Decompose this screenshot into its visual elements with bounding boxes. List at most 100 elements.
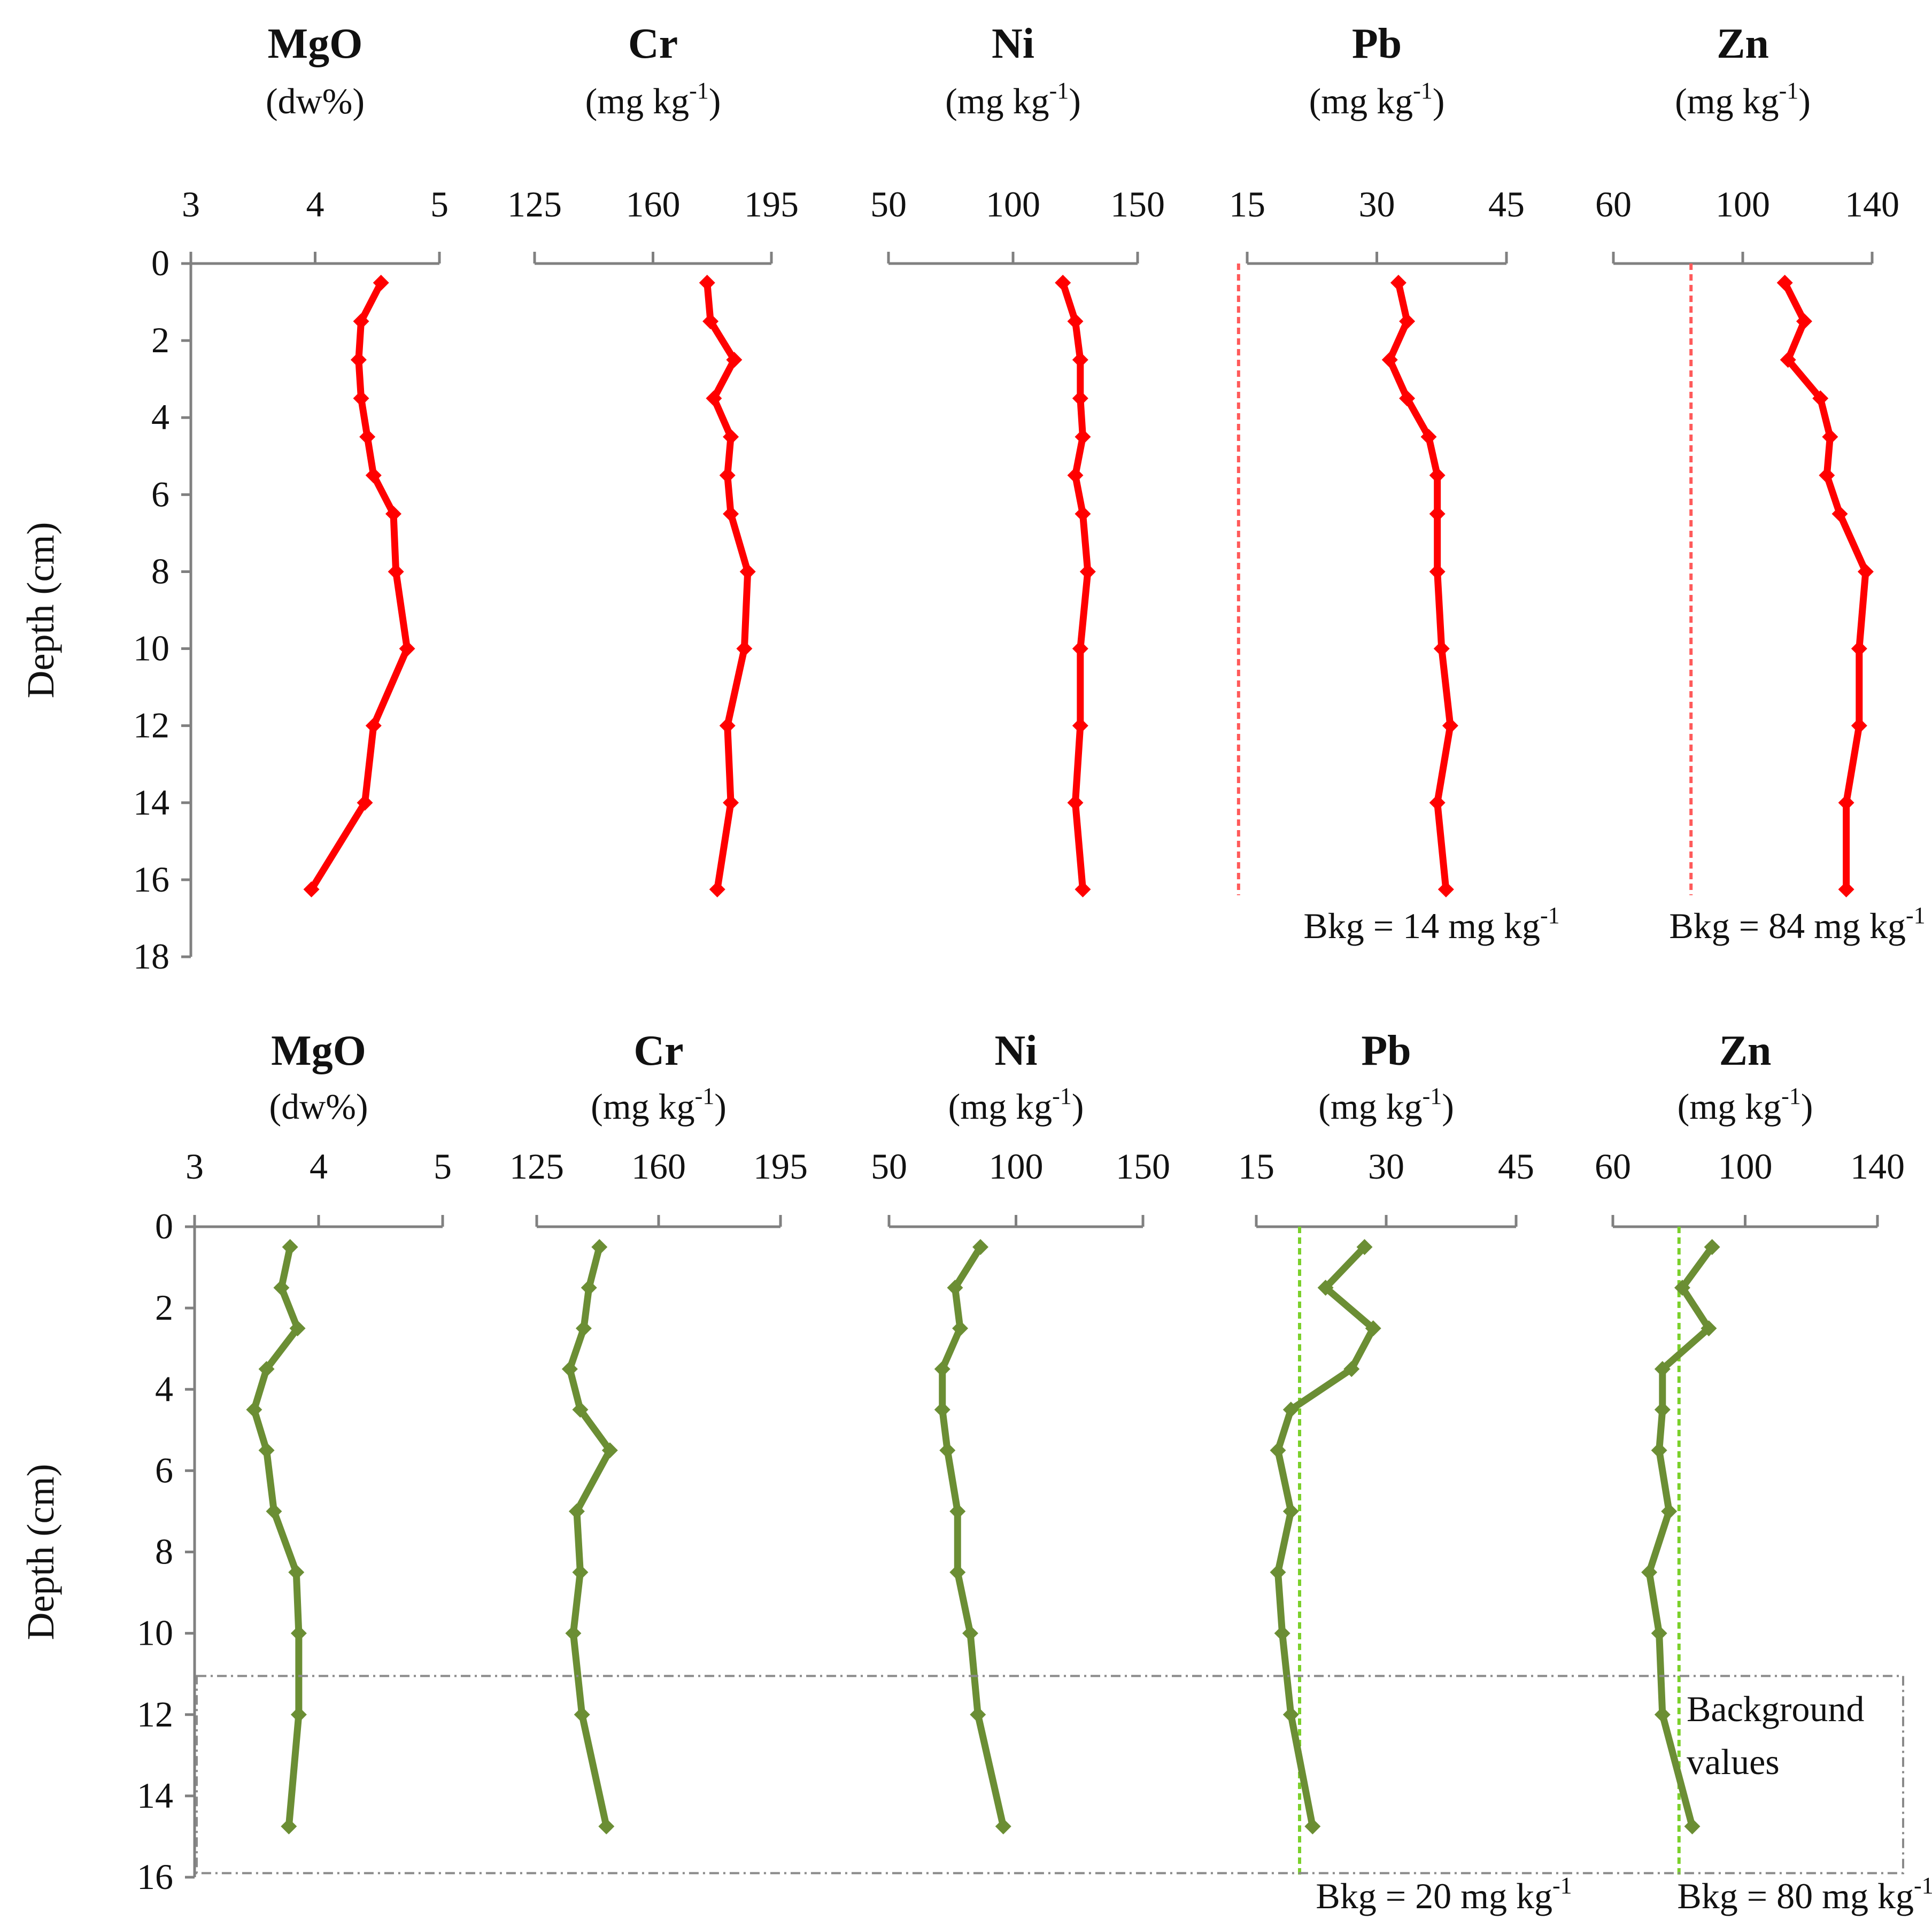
- x-tick-label: 160: [631, 1146, 686, 1187]
- unit-superscript: -1: [1413, 78, 1433, 104]
- data-point: [1282, 1706, 1299, 1723]
- data-point: [1433, 640, 1450, 657]
- data-point: [290, 1706, 307, 1723]
- x-tick-label: 195: [753, 1146, 808, 1187]
- x-tick-label: 45: [1488, 184, 1525, 224]
- data-point: [699, 275, 715, 291]
- data-point: [1075, 881, 1091, 897]
- x-tick-label: 125: [509, 1146, 564, 1187]
- panel-title: Zn: [1717, 20, 1769, 67]
- data-point: [1420, 429, 1437, 445]
- data-series-line: [939, 1243, 1007, 1830]
- data-point: [1317, 1280, 1334, 1296]
- data-point: [281, 1818, 297, 1834]
- data-point: [739, 563, 756, 580]
- panel-unit: (mg kg-1): [948, 1083, 1084, 1127]
- data-point: [719, 467, 736, 484]
- unit-text: (mg kg: [591, 1086, 695, 1127]
- x-tick-label: 4: [310, 1146, 328, 1187]
- x-tick-label: 50: [870, 184, 907, 224]
- data-point: [1857, 563, 1874, 580]
- y-tick-label: 6: [155, 1450, 173, 1490]
- background-label-text: Bkg = 84 mg kg: [1669, 905, 1906, 946]
- x-tick-label: 60: [1595, 1146, 1631, 1187]
- x-tick-label: 30: [1359, 184, 1395, 224]
- data-point: [1661, 1503, 1678, 1520]
- data-point: [1780, 352, 1796, 368]
- y-tick-label: 12: [137, 1694, 173, 1735]
- data-point: [289, 1320, 306, 1337]
- data-point: [572, 1402, 589, 1418]
- data-point: [1072, 640, 1088, 657]
- y-tick-label: 10: [137, 1613, 173, 1653]
- data-point: [1055, 275, 1071, 291]
- unit-text: (mg kg: [1309, 81, 1413, 121]
- data-point: [1704, 1239, 1720, 1256]
- data-point: [601, 1442, 618, 1459]
- background-label-text: Bkg = 14 mg kg: [1303, 905, 1540, 946]
- background-label: Bkg = 20 mg kg-1: [1316, 1872, 1572, 1916]
- data-point: [359, 429, 376, 445]
- data-point: [1654, 1361, 1671, 1377]
- data-point: [1651, 1625, 1667, 1641]
- data-point: [1701, 1320, 1717, 1337]
- x-tick-label: 5: [434, 1146, 452, 1187]
- y-tick-label: 12: [133, 705, 169, 746]
- data-series-line: [308, 279, 411, 893]
- data-point: [1831, 506, 1848, 522]
- panel-unit: (dw%): [269, 1086, 368, 1127]
- data-point: [1067, 313, 1084, 330]
- data-point: [1822, 429, 1838, 445]
- data-point: [388, 563, 404, 580]
- unit-text: (dw%): [269, 1086, 368, 1127]
- data-point: [1365, 1320, 1381, 1337]
- y-tick-label: 10: [133, 628, 169, 669]
- data-point: [282, 1239, 298, 1256]
- data-point: [1072, 352, 1088, 368]
- background-box-label-line2: values: [1687, 1741, 1780, 1782]
- data-point: [303, 881, 320, 897]
- unit-text: (mg kg: [945, 81, 1049, 121]
- unit-superscript: -1: [1779, 78, 1799, 104]
- panel-unit: (mg kg-1): [585, 78, 721, 121]
- data-point: [949, 1564, 966, 1581]
- data-point: [1651, 1442, 1667, 1459]
- y-tick-label: 16: [137, 1856, 173, 1897]
- data-series-line: [1645, 1243, 1716, 1830]
- background-label: Bkg = 14 mg kg-1: [1303, 902, 1559, 946]
- panel-cr: Cr (mg kg-1) 125 160 195: [509, 1027, 808, 1834]
- panel-unit: (mg kg-1): [1678, 1083, 1813, 1127]
- x-tick-label: 15: [1238, 1146, 1274, 1187]
- unit-close: ): [1442, 1086, 1454, 1127]
- data-point: [591, 1239, 608, 1256]
- y-tick-label: 4: [151, 397, 169, 437]
- data-point: [288, 1564, 305, 1581]
- data-point: [574, 1706, 590, 1723]
- panel-title: Ni: [992, 20, 1034, 67]
- unit-close: ): [1069, 81, 1081, 121]
- data-point: [1851, 717, 1867, 734]
- background-label-superscript: -1: [1906, 902, 1926, 928]
- unit-text: (mg kg: [585, 81, 690, 121]
- y-tick-label: 0: [151, 243, 169, 283]
- x-tick-label: 160: [626, 184, 681, 224]
- unit-close: ): [1801, 1086, 1813, 1127]
- x-tick-label: 100: [1715, 184, 1770, 224]
- x-tick-label: 125: [507, 184, 562, 224]
- data-point: [723, 794, 739, 811]
- data-point: [572, 1564, 589, 1581]
- x-tick-label: 3: [182, 184, 200, 224]
- data-point: [353, 313, 369, 330]
- data-point: [939, 1442, 956, 1459]
- y-tick-label: 6: [151, 474, 169, 514]
- x-tick-label: 4: [306, 184, 324, 224]
- y-tick-label: 16: [133, 859, 169, 900]
- data-point: [1796, 313, 1812, 330]
- y-tick-label: 18: [133, 936, 169, 977]
- data-point: [1067, 467, 1084, 484]
- panel-mgo: MgO (dw%) 3 4 5: [182, 20, 449, 897]
- data-point: [385, 506, 401, 522]
- data-point: [266, 1503, 282, 1520]
- x-tick-label: 5: [430, 184, 449, 224]
